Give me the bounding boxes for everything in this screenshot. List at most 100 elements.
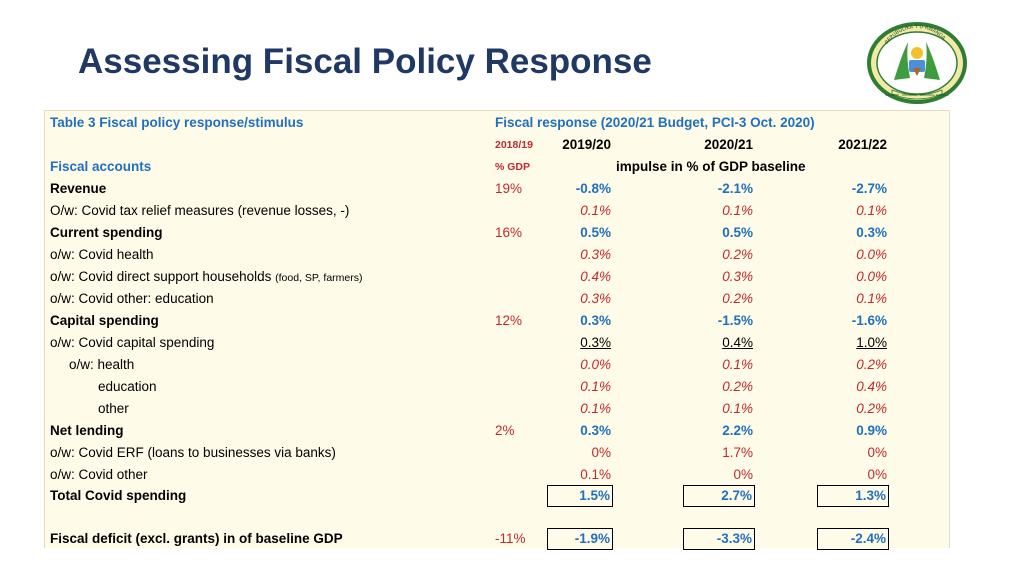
table-header-row-3: Fiscal accounts % GDP impulse in % of GD… bbox=[45, 156, 951, 178]
row-label: education bbox=[98, 379, 157, 394]
row-label: Revenue bbox=[50, 181, 107, 196]
value-2021-22: 0.4% bbox=[856, 379, 887, 394]
base-year-header: 2018/19 bbox=[495, 139, 533, 151]
row-label: other bbox=[98, 401, 129, 416]
value-2019-20: 0.3% bbox=[580, 335, 611, 350]
value-2019-20: 1.5% bbox=[547, 485, 613, 507]
value-2019-20: -0.8% bbox=[575, 181, 611, 196]
table-row: o/w: health 0.0% 0.1% 0.2% bbox=[45, 354, 951, 376]
value-2021-22: -2.4% bbox=[817, 528, 889, 550]
value-2019-20: 0.1% bbox=[580, 467, 611, 482]
value-2020-21: 1.7% bbox=[722, 445, 753, 460]
value-2019-20: 0.0% bbox=[580, 357, 611, 372]
table-row: Net lending 2% 0.3% 2.2% 0.9% bbox=[45, 420, 951, 442]
value-2019-20: 0.4% bbox=[580, 269, 611, 284]
value-2020-21: 0% bbox=[733, 467, 753, 482]
value-2021-22: 0.2% bbox=[856, 401, 887, 416]
value-2021-22: 1.3% bbox=[817, 485, 889, 507]
fiscal-response-header: Fiscal response (2020/21 Budget, PCI-3 O… bbox=[495, 115, 815, 130]
base-value: 2% bbox=[495, 423, 515, 438]
table-row: other 0.1% 0.1% 0.2% bbox=[45, 398, 951, 420]
table-row: o/w: Covid health 0.3% 0.2% 0.0% bbox=[45, 244, 951, 266]
impulse-label: impulse in % of GDP baseline bbox=[616, 159, 806, 174]
value-2019-20: -1.9% bbox=[547, 528, 613, 550]
value-2020-21: 0.1% bbox=[722, 357, 753, 372]
row-label: o/w: Covid direct support households (fo… bbox=[50, 269, 363, 284]
value-2020-21: 2.7% bbox=[683, 485, 755, 507]
value-2020-21: 2.2% bbox=[722, 423, 753, 438]
value-2019-20: 0.5% bbox=[580, 225, 611, 240]
value-2020-21: 0.3% bbox=[722, 269, 753, 284]
value-2020-21: 0.2% bbox=[722, 247, 753, 262]
value-2021-22: 0.3% bbox=[856, 225, 887, 240]
slide-title: Assessing Fiscal Policy Response bbox=[78, 42, 652, 81]
value-2021-22: 0.0% bbox=[856, 269, 887, 284]
row-label: Total Covid spending bbox=[50, 488, 187, 503]
value-2019-20: 0% bbox=[591, 445, 611, 460]
value-2019-20: 0.3% bbox=[580, 423, 611, 438]
table-row-deficit: Fiscal deficit (excl. grants) in of base… bbox=[45, 528, 951, 550]
value-2020-21: 0.1% bbox=[722, 401, 753, 416]
row-label: Current spending bbox=[50, 225, 163, 240]
base-value: 16% bbox=[495, 225, 523, 240]
value-2021-22: -2.7% bbox=[851, 181, 887, 196]
row-label: o/w: Covid other bbox=[50, 467, 148, 482]
value-2021-22: -1.6% bbox=[851, 313, 887, 328]
value-2021-22: 0.0% bbox=[856, 247, 887, 262]
row-label: o/w: Covid other: education bbox=[50, 291, 214, 306]
year-header-2020-21: 2020/21 bbox=[704, 137, 753, 152]
row-label: o/w: Covid health bbox=[50, 247, 154, 262]
table-row: o/w: Covid direct support households (fo… bbox=[45, 266, 951, 288]
row-label: o/w: Covid ERF (loans to businesses via … bbox=[50, 445, 336, 460]
value-2020-21: 0.2% bbox=[722, 291, 753, 306]
table-row: o/w: Covid ERF (loans to businesses via … bbox=[45, 442, 951, 464]
value-2020-21: -1.5% bbox=[717, 313, 753, 328]
table-row-total: Total Covid spending 1.5% 2.7% 1.3% bbox=[45, 485, 951, 507]
row-label: o/w: Covid capital spending bbox=[50, 335, 215, 350]
value-2020-21: 0.5% bbox=[722, 225, 753, 240]
table-header-row-1: Table 3 Fiscal policy response/stimulus … bbox=[45, 112, 951, 134]
value-2019-20: 0.1% bbox=[580, 203, 611, 218]
table-row: o/w: Covid other 0.1% 0% 0% bbox=[45, 464, 951, 486]
value-2019-20: 0.1% bbox=[580, 401, 611, 416]
row-label: o/w: health bbox=[69, 357, 135, 372]
value-2019-20: 0.3% bbox=[580, 313, 611, 328]
value-2020-21: 0.2% bbox=[722, 379, 753, 394]
value-2019-20: 0.3% bbox=[580, 291, 611, 306]
coat-of-arms-emblem: REPUBULIKA Y'U RWANDA UBUMWE · UMURIMO ·… bbox=[867, 22, 967, 104]
section-label: Fiscal accounts bbox=[50, 159, 152, 174]
value-2021-22: 0.1% bbox=[856, 291, 887, 306]
value-2020-21: 0.1% bbox=[722, 203, 753, 218]
row-label-note: (food, SP, farmers) bbox=[275, 272, 363, 284]
row-label: O/w: Covid tax relief measures (revenue … bbox=[50, 203, 350, 218]
table-header-row-2: 2018/19 2019/20 2020/21 2021/22 bbox=[45, 134, 951, 156]
value-2021-22: 0.1% bbox=[856, 203, 887, 218]
base-unit-header: % GDP bbox=[495, 161, 531, 173]
base-value: 19% bbox=[495, 181, 523, 196]
base-value: 12% bbox=[495, 313, 523, 328]
year-header-2021-22: 2021/22 bbox=[838, 137, 887, 152]
value-2020-21: 0.4% bbox=[722, 335, 753, 350]
row-label: Fiscal deficit (excl. grants) in of base… bbox=[50, 531, 343, 546]
value-2021-22: 0.2% bbox=[856, 357, 887, 372]
value-2019-20: 0.3% bbox=[580, 247, 611, 262]
table-row: education 0.1% 0.2% 0.4% bbox=[45, 376, 951, 398]
value-2020-21: -2.1% bbox=[717, 181, 753, 196]
table-row: Current spending 16% 0.5% 0.5% 0.3% bbox=[45, 222, 951, 244]
row-label: Capital spending bbox=[50, 313, 159, 328]
value-2021-22: 0.9% bbox=[856, 423, 887, 438]
table-title: Table 3 Fiscal policy response/stimulus bbox=[50, 115, 304, 130]
value-2021-22: 0% bbox=[867, 445, 887, 460]
value-2019-20: 0.1% bbox=[580, 379, 611, 394]
year-header-2019-20: 2019/20 bbox=[562, 137, 611, 152]
value-2021-22: 1.0% bbox=[856, 335, 887, 350]
fiscal-policy-table: Table 3 Fiscal policy response/stimulus … bbox=[44, 110, 951, 550]
table-row: o/w: Covid capital spending 0.3% 0.4% 1.… bbox=[45, 332, 951, 354]
value-2020-21: -3.3% bbox=[683, 528, 755, 550]
emblem-motto: UBUMWE · UMURIMO · GUKUNDA IGIHUGU bbox=[885, 93, 949, 97]
row-label: Net lending bbox=[50, 423, 124, 438]
table-row: Revenue 19% -0.8% -2.1% -2.7% bbox=[45, 178, 951, 200]
table-row: O/w: Covid tax relief measures (revenue … bbox=[45, 200, 951, 222]
base-value: -11% bbox=[495, 531, 526, 546]
table-row: o/w: Covid other: education 0.3% 0.2% 0.… bbox=[45, 288, 951, 310]
